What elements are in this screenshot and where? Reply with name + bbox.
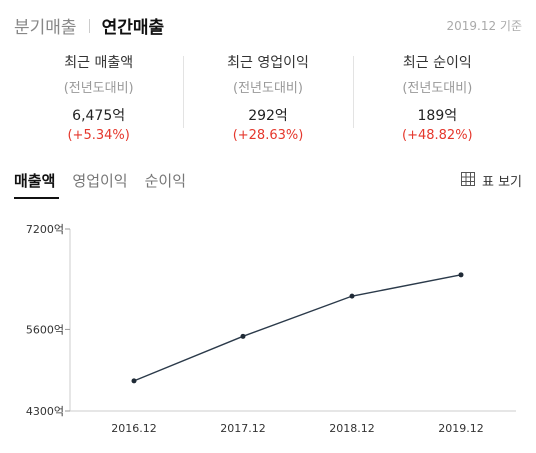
metric-sublabel: (전년도대비) <box>402 81 473 96</box>
chart-metric-tabs: 매출액 영업이익 순이익 <box>14 170 203 197</box>
revenue-line-chart: 7200억 5600억 4300억 2016.12 2017.12 2018.12 2019… <box>26 223 516 435</box>
y-tick-label: 7200억 <box>26 223 64 236</box>
metric-sublabel: (전년도대비) <box>233 81 303 96</box>
data-point <box>349 293 355 299</box>
metric-sublabel: (전년도대비) <box>63 81 134 96</box>
tab-operating-profit[interactable]: 영업이익 <box>72 172 128 190</box>
summary-panel: 최근 매출액 (전년도대비) 6,475억 (+5.34%) 최근 영업이익 (… <box>14 50 522 143</box>
metric-change: (+48.82%) <box>402 128 473 143</box>
x-tick-label: 2019.12 <box>438 422 484 435</box>
data-point <box>131 378 137 384</box>
metric-label: 최근 영업이익 <box>227 55 309 71</box>
table-icon <box>460 171 475 190</box>
summary-revenue: 최근 매출액 (전년도대비) 6,475억 (+5.34%) <box>14 50 183 143</box>
metric-label: 최근 순이익 <box>402 55 472 71</box>
x-tick-label: 2016.12 <box>111 422 157 435</box>
metric-label: 최근 매출액 <box>64 55 134 71</box>
table-view-button[interactable]: 표 보기 <box>460 171 522 190</box>
metric-change: (+28.63%) <box>232 128 304 143</box>
tab-divider <box>88 18 90 33</box>
data-point <box>240 333 246 339</box>
tab-net-income[interactable]: 순이익 <box>144 172 187 190</box>
active-tab-underline <box>14 197 59 199</box>
revenue-series-line <box>133 274 462 382</box>
base-date: 2019.12 기준 <box>446 19 522 33</box>
data-point <box>458 272 464 278</box>
y-tick-label: 4300억 <box>26 405 64 418</box>
metric-change: (+5.34%) <box>67 128 130 143</box>
tab-quarterly-sales[interactable]: 분기매출 <box>14 18 77 38</box>
period-tabs: 분기매출 연간매출 <box>14 13 164 38</box>
summary-net-income: 최근 순이익 (전년도대비) 189억 (+48.82%) <box>352 50 522 143</box>
summary-operating-profit: 최근 영업이익 (전년도대비) 292억 (+28.63%) <box>183 50 352 143</box>
x-tick-label: 2018.12 <box>329 422 375 435</box>
y-tick-label: 5600억 <box>26 323 64 336</box>
metric-value: 6,475억 <box>72 108 126 124</box>
table-view-label: 표 보기 <box>481 175 522 190</box>
tab-annual-sales[interactable]: 연간매출 <box>101 18 165 38</box>
metric-value: 292억 <box>248 108 288 124</box>
x-tick-label: 2017.12 <box>220 422 266 435</box>
tab-revenue[interactable]: 매출액 <box>14 172 56 190</box>
metric-value: 189억 <box>417 108 458 124</box>
